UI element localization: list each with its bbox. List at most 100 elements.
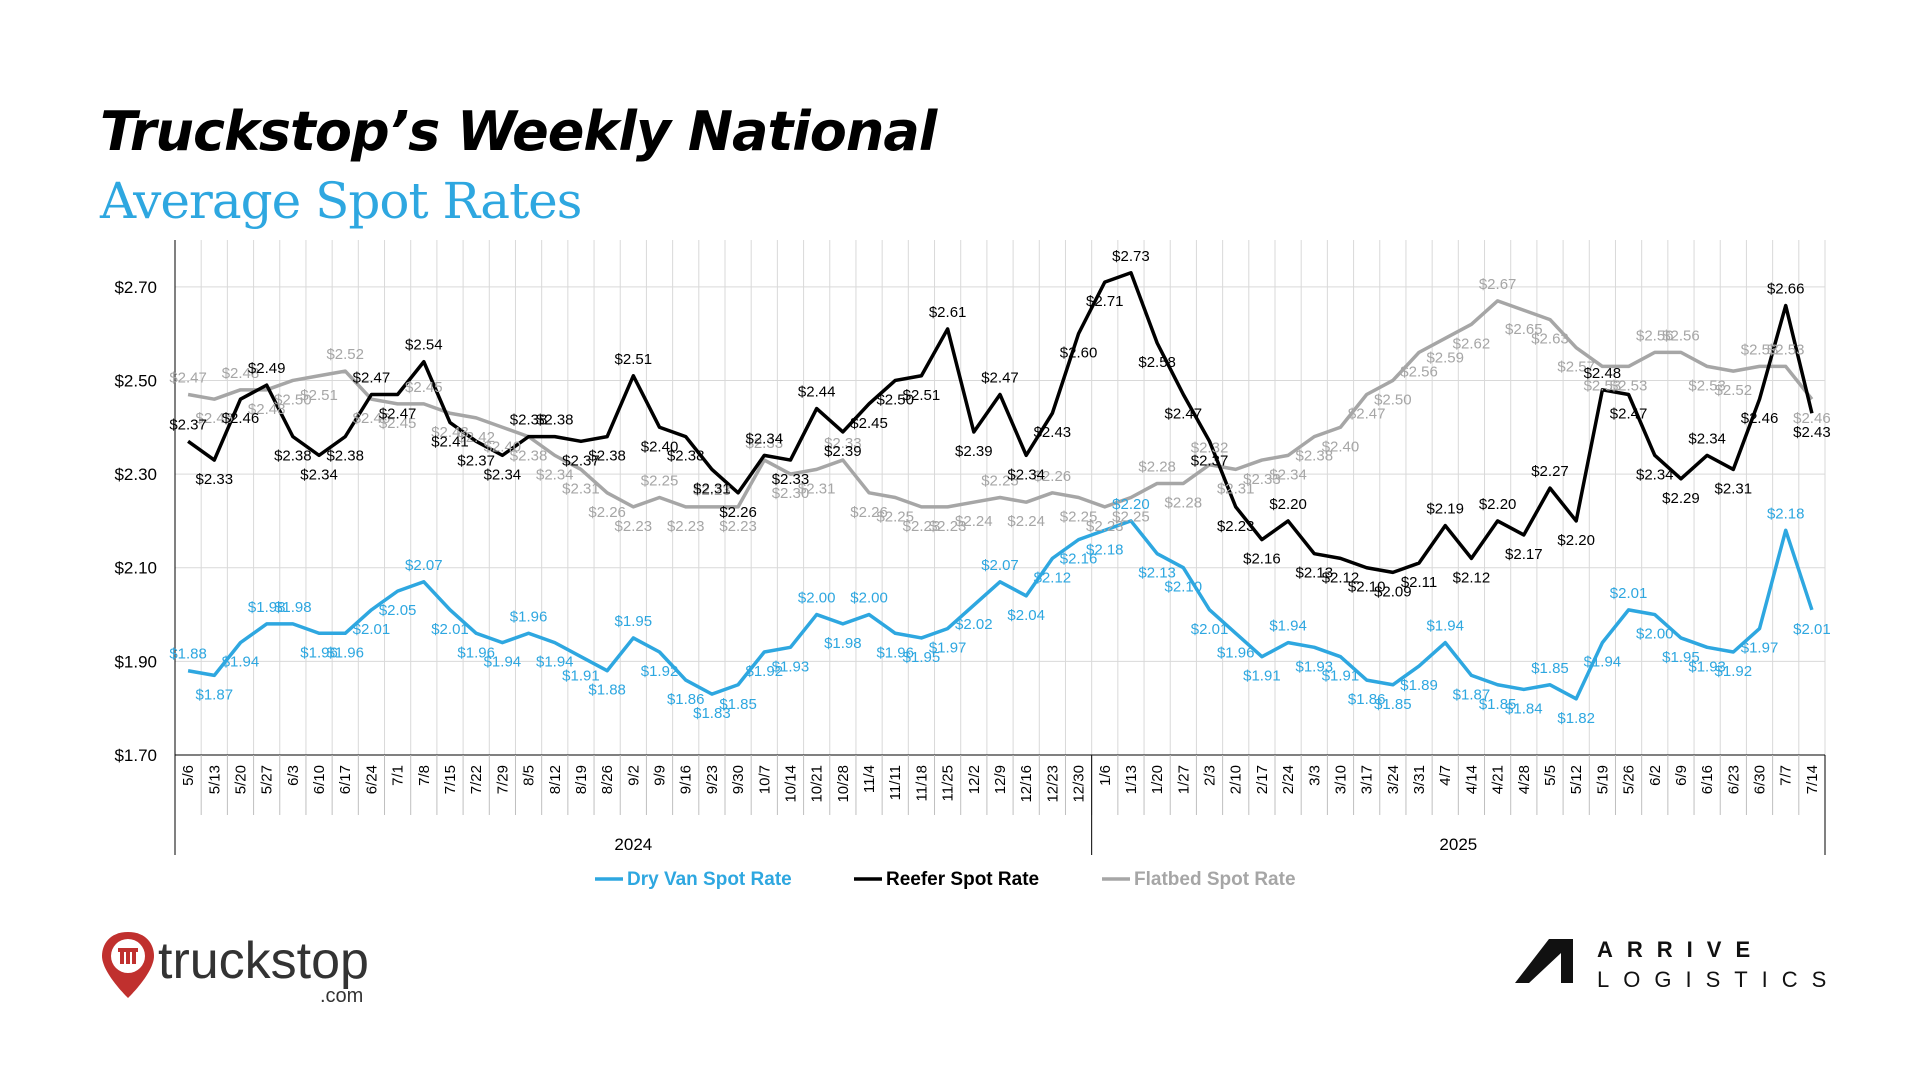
- x-tick-label: 8/19: [573, 765, 590, 794]
- data-label: $2.23: [1086, 518, 1124, 535]
- data-label: $2.04: [1007, 607, 1045, 624]
- data-label: $2.29: [1662, 490, 1700, 507]
- x-tick-label: 6/2: [1647, 765, 1664, 786]
- data-label: $2.34: [1636, 466, 1674, 483]
- data-label: $1.85: [1479, 696, 1517, 713]
- data-label: $2.23: [1217, 518, 1255, 535]
- data-label: $1.87: [196, 686, 234, 703]
- x-tick-label: 6/23: [1725, 765, 1742, 794]
- arrive-logo-line2: LOGISTICS: [1597, 967, 1840, 992]
- x-tick-label: 6/24: [363, 765, 380, 794]
- data-label: $2.26: [1034, 468, 1072, 485]
- data-label: $2.10: [1348, 579, 1386, 596]
- data-label: $2.45: [850, 415, 888, 432]
- data-label: $1.95: [615, 613, 653, 630]
- data-label: $2.50: [274, 391, 312, 408]
- legend-label: Flatbed Spot Rate: [1134, 869, 1296, 890]
- data-label: $2.25: [876, 509, 914, 526]
- data-label: $2.30: [772, 485, 810, 502]
- data-label: $2.16: [1060, 551, 1098, 568]
- year-group-label: 2024: [614, 835, 652, 854]
- x-tick-label: 3/24: [1385, 765, 1402, 794]
- data-label: $1.96: [300, 644, 338, 661]
- x-tick-label: 2/24: [1280, 765, 1297, 794]
- data-label: $2.47: [353, 370, 391, 387]
- data-label: $2.23: [903, 518, 941, 535]
- x-tick-label: 9/9: [652, 765, 669, 786]
- data-label: $2.25: [641, 473, 679, 490]
- data-label: $1.95: [1662, 649, 1700, 666]
- data-label: $2.38: [510, 448, 548, 465]
- x-tick-label: 5/27: [259, 765, 276, 794]
- data-label: $2.67: [1479, 276, 1517, 293]
- data-label: $2.28: [1165, 494, 1203, 511]
- data-label: $2.18: [1086, 541, 1124, 558]
- data-label: $2.37: [562, 452, 600, 469]
- page-title: Truckstop’s Weekly National: [100, 100, 937, 163]
- x-tick-label: 7/7: [1778, 765, 1795, 786]
- x-tick-label: 1/27: [1175, 765, 1192, 794]
- data-label: $1.88: [169, 646, 207, 663]
- data-label: $2.32: [1191, 440, 1229, 457]
- data-label: $2.25: [981, 473, 1019, 490]
- data-label: $1.91: [562, 668, 600, 685]
- data-label: $2.05: [379, 602, 417, 619]
- data-label: $2.11: [1401, 574, 1437, 591]
- y-tick-label: $1.70: [114, 746, 157, 765]
- data-label: $2.38: [274, 448, 312, 465]
- data-label: $1.92: [1715, 663, 1753, 680]
- data-label: $2.71: [1086, 293, 1124, 310]
- truckstop-pin-icon: [102, 932, 154, 998]
- data-label: $1.96: [326, 644, 364, 661]
- y-tick-label: $2.70: [114, 278, 157, 297]
- y-tick-label: $1.90: [114, 652, 157, 671]
- data-label: $2.46: [1793, 410, 1831, 427]
- x-tick-label: 7/15: [442, 765, 459, 794]
- x-tick-label: 9/30: [730, 765, 747, 794]
- data-label: $2.34: [300, 466, 338, 483]
- data-label: $2.46: [1741, 410, 1779, 427]
- data-label: $2.28: [1138, 458, 1176, 475]
- data-label: $2.26: [850, 504, 888, 521]
- data-label: $2.00: [798, 590, 836, 607]
- data-label: $2.48: [248, 401, 286, 418]
- data-label: $2.59: [1426, 349, 1464, 366]
- data-label: $2.53: [1688, 377, 1726, 394]
- data-label: $2.38: [667, 448, 705, 465]
- x-tick-label: 9/23: [704, 765, 721, 794]
- data-label: $2.26: [588, 504, 626, 521]
- data-label: $2.16: [1243, 551, 1281, 568]
- x-tick-label: 5/13: [206, 765, 223, 794]
- data-label: $2.53: [1610, 377, 1648, 394]
- data-label: $2.49: [248, 360, 286, 377]
- data-label: $2.33: [746, 435, 784, 452]
- data-label: $2.50: [876, 391, 914, 408]
- x-tick-label: 8/5: [521, 765, 538, 786]
- data-label: $1.93: [772, 658, 810, 675]
- data-label: $2.40: [1322, 438, 1360, 455]
- x-tick-label: 12/9: [992, 765, 1009, 794]
- x-tick-label: 2/3: [1202, 765, 1219, 786]
- x-tick-label: 7/22: [468, 765, 485, 794]
- data-label: $1.88: [588, 682, 626, 699]
- x-tick-label: 4/28: [1516, 765, 1533, 794]
- x-tick-label: 5/19: [1594, 765, 1611, 794]
- data-label: $2.50: [1374, 391, 1412, 408]
- x-tick-label: 5/5: [1542, 765, 1559, 786]
- data-label: $2.38: [536, 412, 574, 429]
- data-label: $2.31: [1217, 480, 1255, 497]
- data-label: $1.85: [1531, 660, 1569, 677]
- data-label: $2.34: [536, 466, 574, 483]
- data-label: $2.31: [562, 480, 600, 497]
- data-label: $2.37: [457, 452, 495, 469]
- data-label: $2.01: [1610, 585, 1648, 602]
- data-label: $2.26: [719, 504, 757, 521]
- data-label: $2.56: [1636, 327, 1674, 344]
- data-label: $2.48: [222, 365, 260, 382]
- data-label: $2.23: [693, 482, 731, 499]
- data-label: $2.46: [196, 410, 234, 427]
- data-label: $1.94: [536, 654, 574, 671]
- data-label: $2.34: [1007, 466, 1045, 483]
- data-label: $2.20: [1112, 496, 1150, 513]
- arrive-logo-line1: ARRIVE: [1597, 937, 1764, 962]
